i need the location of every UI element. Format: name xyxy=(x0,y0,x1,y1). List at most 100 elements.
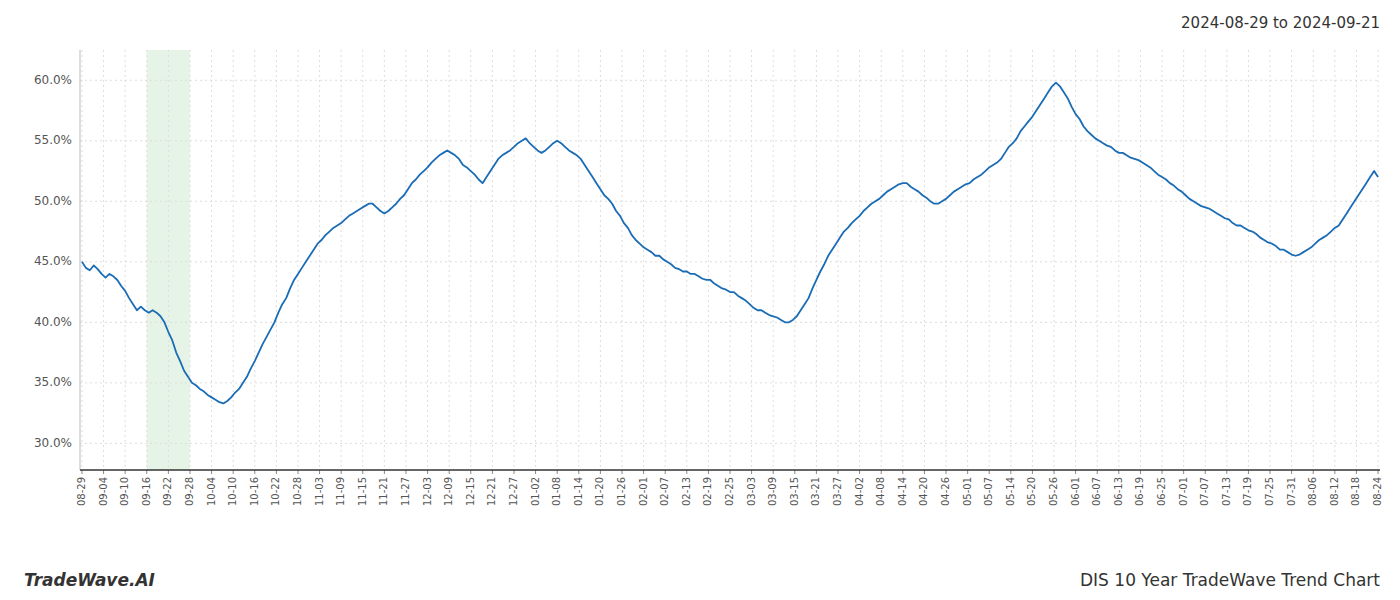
y-tick-label: 35.0% xyxy=(34,375,72,389)
x-tick-label: 02-01 xyxy=(638,477,649,506)
y-tick-label: 40.0% xyxy=(34,315,72,329)
x-tick-label: 03-09 xyxy=(767,477,778,506)
x-grid-line xyxy=(1378,50,1379,470)
x-grid-line xyxy=(1183,50,1184,470)
x-grid-line xyxy=(513,50,514,470)
x-grid-line xyxy=(600,50,601,470)
x-grid-line xyxy=(189,50,190,470)
shade-group xyxy=(147,50,190,470)
x-tick-label: 03-27 xyxy=(832,477,843,506)
x-grid-line xyxy=(730,50,731,470)
x-tick-label: 03-21 xyxy=(810,477,821,506)
x-tick-label: 10-16 xyxy=(249,477,260,506)
y-grid-line xyxy=(80,443,1380,444)
x-grid-line xyxy=(1291,50,1292,470)
x-tick-label: 03-03 xyxy=(746,477,757,506)
x-grid-line xyxy=(1097,50,1098,470)
x-grid-line xyxy=(1226,50,1227,470)
x-grid-line xyxy=(449,50,450,470)
x-grid-line xyxy=(146,50,147,470)
x-tick-label: 10-28 xyxy=(292,477,303,506)
x-grid-line xyxy=(1356,50,1357,470)
trend-line xyxy=(82,83,1378,404)
x-grid-line xyxy=(1118,50,1119,470)
x-grid-line xyxy=(946,50,947,470)
x-tick-label: 07-01 xyxy=(1178,477,1189,506)
x-grid-line xyxy=(211,50,212,470)
x-tick-label: 05-20 xyxy=(1026,477,1037,506)
y-tick-label: 30.0% xyxy=(34,436,72,450)
x-tick-label: 01-08 xyxy=(551,477,562,506)
x-tick-label: 07-19 xyxy=(1242,477,1253,506)
x-tick-label: 01-20 xyxy=(594,477,605,506)
x-grid-line xyxy=(557,50,558,470)
x-tick-label: 12-15 xyxy=(465,477,476,506)
x-grid-line xyxy=(1205,50,1206,470)
title: DIS 10 Year TradeWave Trend Chart xyxy=(1080,570,1380,590)
x-grid-line xyxy=(1248,50,1249,470)
x-tick-label: 12-27 xyxy=(508,477,519,506)
x-grid-line xyxy=(341,50,342,470)
x-grid-line xyxy=(989,50,990,470)
x-grid-line xyxy=(773,50,774,470)
x-tick-label: 02-07 xyxy=(659,477,670,506)
x-tick-label: 11-27 xyxy=(400,477,411,506)
x-grid-line xyxy=(1313,50,1314,470)
x-grid-line xyxy=(81,50,82,470)
x-tick-label: 03-15 xyxy=(789,477,800,506)
y-axis-line xyxy=(80,50,81,470)
x-tick-label: 04-20 xyxy=(918,477,929,506)
x-grid-line xyxy=(254,50,255,470)
x-tick-label: 06-25 xyxy=(1156,477,1167,506)
x-tick-label: 01-14 xyxy=(573,477,584,506)
x-grid-line xyxy=(816,50,817,470)
x-grid-line xyxy=(686,50,687,470)
line-group xyxy=(82,83,1378,404)
x-grid-line xyxy=(427,50,428,470)
chart: 30.0%35.0%40.0%45.0%50.0%55.0%60.0%08-29… xyxy=(0,0,1400,600)
x-tick-label: 06-13 xyxy=(1113,477,1124,506)
x-tick-label: 07-13 xyxy=(1221,477,1232,506)
x-grid-line xyxy=(405,50,406,470)
x-tick-label: 07-31 xyxy=(1286,477,1297,506)
x-tick-label: 02-13 xyxy=(681,477,692,506)
x-tick-label: 08-18 xyxy=(1350,477,1361,506)
x-grid-line xyxy=(1032,50,1033,470)
x-tick-label: 08-29 xyxy=(76,477,87,506)
x-tick-label: 07-25 xyxy=(1264,477,1275,506)
x-grid-line xyxy=(1140,50,1141,470)
x-tick-label: 09-10 xyxy=(119,477,130,506)
x-tick-label: 12-21 xyxy=(486,477,497,506)
x-tick-label: 08-24 xyxy=(1372,477,1383,506)
y-tick-label: 55.0% xyxy=(34,133,72,147)
x-grid-line xyxy=(1010,50,1011,470)
x-tick-label: 12-09 xyxy=(443,477,454,506)
x-grid-line xyxy=(924,50,925,470)
x-tick-label: 06-19 xyxy=(1134,477,1145,506)
y-grid-line xyxy=(80,382,1380,383)
x-grid-line xyxy=(794,50,795,470)
x-grid-line xyxy=(125,50,126,470)
x-grid-line xyxy=(1334,50,1335,470)
x-grid-line xyxy=(168,50,169,470)
x-grid-line xyxy=(838,50,839,470)
x-grid-line xyxy=(103,50,104,470)
x-tick-label: 09-16 xyxy=(141,477,152,506)
x-grid-line xyxy=(492,50,493,470)
x-tick-label: 04-08 xyxy=(875,477,886,506)
x-tick-label: 11-03 xyxy=(314,477,325,506)
x-grid-line xyxy=(535,50,536,470)
x-tick-label: 09-28 xyxy=(184,477,195,506)
x-tick-label: 10-22 xyxy=(270,477,281,506)
x-tick-label: 08-06 xyxy=(1307,477,1318,506)
x-grid-line xyxy=(1054,50,1055,470)
x-grid-line xyxy=(384,50,385,470)
x-grid-line xyxy=(1270,50,1271,470)
x-tick-label: 04-26 xyxy=(940,477,951,506)
x-tick-label: 11-09 xyxy=(335,477,346,506)
x-tick-label: 08-12 xyxy=(1329,477,1340,506)
x-tick-label: 05-07 xyxy=(983,477,994,506)
x-grid-line xyxy=(902,50,903,470)
x-grid-line xyxy=(319,50,320,470)
shade-band xyxy=(147,50,190,470)
